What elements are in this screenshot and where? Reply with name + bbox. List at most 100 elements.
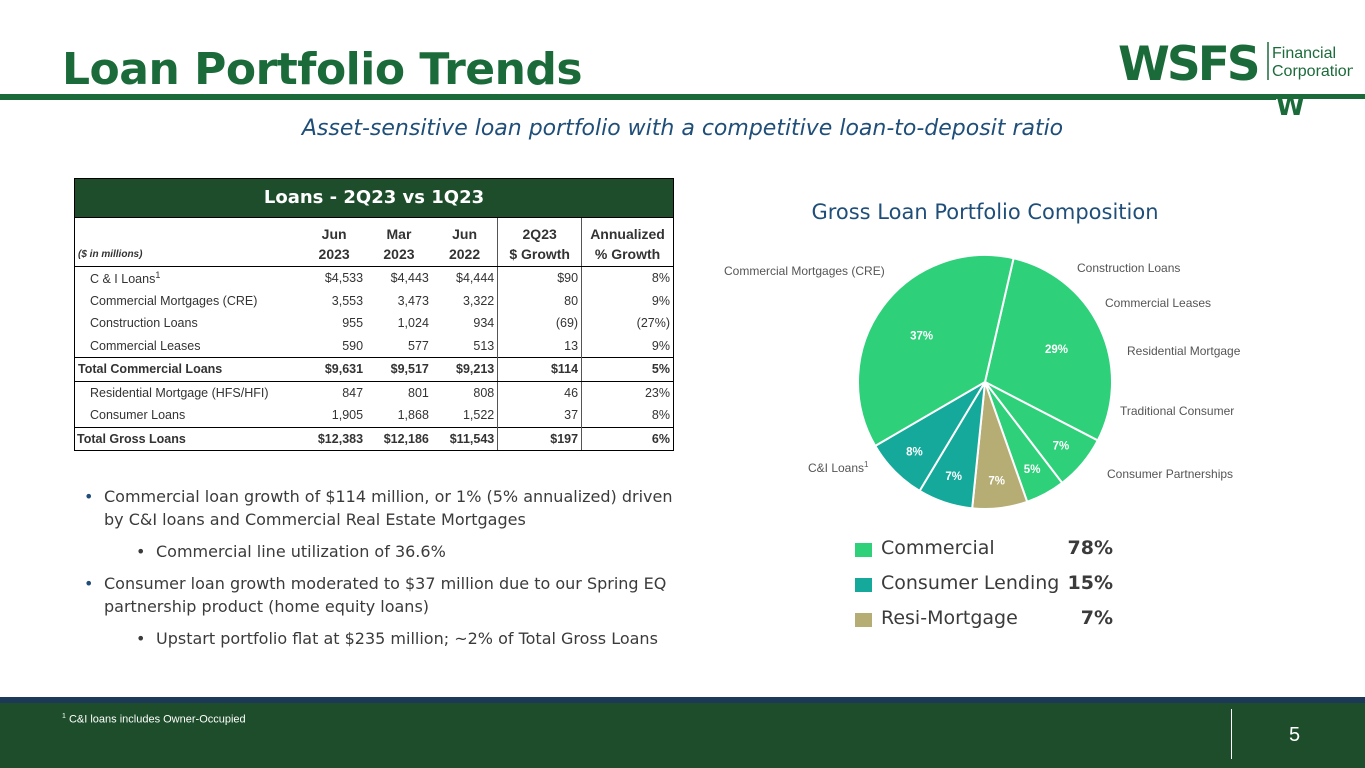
- legend-pct: 7%: [1080, 607, 1113, 629]
- bullet-item: • Upstart portfolio flat at $235 million;…: [136, 629, 658, 648]
- row-footnote-marker: 1: [155, 270, 161, 281]
- table-cell: 590: [342, 338, 364, 353]
- table-cell: 1,905: [331, 408, 364, 423]
- pie-category-text: Traditional Consumer: [1120, 404, 1235, 418]
- legend-pct: 78%: [1067, 537, 1113, 559]
- col-head-bottom: 2023: [302, 242, 367, 267]
- table-header-row-top: Jun Mar Jun 2Q23 Annualized: [75, 218, 674, 242]
- table-cell: $114: [497, 357, 582, 382]
- table-cell: 80: [497, 289, 582, 312]
- table-title: Loans - 2Q23 vs 1Q23: [74, 178, 674, 218]
- table-cell: 3,473: [397, 293, 429, 308]
- table-cell: 955: [342, 316, 364, 331]
- legend-item: Resi-Mortgage 7%: [855, 607, 1113, 642]
- row-label: Commercial Mortgages (CRE): [75, 290, 303, 313]
- row-label: Construction Loans: [75, 312, 303, 335]
- pie-data-label: 8%: [906, 447, 923, 459]
- table-cell: $4,443: [390, 271, 429, 286]
- legend-item: Commercial 78%: [855, 537, 1113, 572]
- table-cell: 8%: [581, 266, 674, 290]
- table-cell: $9,631: [302, 357, 367, 382]
- row-label-text: Construction Loans: [90, 316, 198, 331]
- chart-title: Gross Loan Portfolio Composition: [811, 200, 1159, 224]
- table-cell: $4,444: [456, 271, 495, 286]
- table-row: Residential Mortgage (HFS/HFI) 847 801 808 4…: [75, 381, 674, 404]
- legend-item: Consumer Lending 15%: [855, 572, 1113, 607]
- table-cell: 5%: [581, 357, 674, 382]
- bullet-text: Commercial line utilization of 36.6%: [156, 542, 446, 561]
- col-head-bottom: % Growth: [581, 242, 674, 267]
- col-head-bottom: 2022: [431, 242, 498, 267]
- row-label: C & I Loans1: [75, 267, 303, 290]
- pie-category-text: Commercial Mortgages (CRE): [724, 264, 885, 278]
- pie-category-text: Consumer Partnerships: [1107, 467, 1234, 481]
- table-cell: $90: [497, 266, 582, 290]
- col-head-top: 2Q23: [497, 218, 582, 242]
- table-row: Commercial Leases 590 577 513 13 9%: [75, 334, 674, 358]
- title-rule-thin: [0, 99, 1276, 100]
- loans-table-grid: Jun Mar Jun 2Q23 Annualized ($ in millio…: [74, 218, 674, 451]
- table-row: Total Commercial Loans $9,631 $9,517 $9,213…: [74, 357, 674, 382]
- table-cell: (69): [497, 312, 582, 335]
- logo-text: WSFS: [1118, 40, 1258, 92]
- pie-category-text: Commercial Leases: [1105, 296, 1212, 310]
- page-title: Loan Portfolio Trends: [62, 44, 583, 95]
- pie-category-text: Residential Mortgage: [1127, 344, 1241, 358]
- table-row: Total Gross Loans $12,383 $12,186 $11,543 $1…: [74, 426, 674, 451]
- pie-slice: [857, 254, 1015, 448]
- table-cell: 1,868: [397, 408, 429, 423]
- table-cell: 9%: [581, 289, 674, 312]
- pie-slice: [983, 257, 1113, 442]
- table-row: Consumer Loans 1,905 1,868 1,522 37 8%: [75, 404, 674, 427]
- legend-swatch: [855, 543, 872, 557]
- pie-label-footnote-marker: 1: [864, 460, 869, 469]
- page-number: 5: [1289, 724, 1301, 746]
- col-head-top: Annualized: [581, 218, 674, 242]
- table-row: Commercial Mortgages (CRE) 3,553 3,473 3,32…: [75, 289, 674, 313]
- row-label-text: Consumer Loans: [90, 408, 186, 423]
- row-label-text: Residential Mortgage (HFS/HFI): [90, 385, 269, 400]
- bullet-text: Consumer loan growth moderated to $37 mi…: [104, 574, 667, 616]
- table-row: Construction Loans 955 1,024 934 (69) (27%): [75, 312, 674, 335]
- bullet-text: Commercial loan growth of $114 million, …: [104, 487, 673, 529]
- row-label-text: Commercial Mortgages (CRE): [90, 293, 258, 308]
- table-cell: $9,517: [366, 357, 432, 382]
- chart-legend: Commercial 78% Consumer Lending 15% Resi…: [855, 537, 1113, 642]
- col-head-top: Mar: [386, 226, 412, 242]
- bullet-list: • Commercial loan growth of $114 million,…: [84, 485, 684, 659]
- legend-name: Resi-Mortgage: [881, 607, 1018, 629]
- pie-data-label: 29%: [1045, 344, 1068, 356]
- bullet-item: • Commercial loan growth of $114 million,…: [84, 487, 673, 529]
- row-label: Residential Mortgage (HFS/HFI): [75, 381, 303, 404]
- bullet-item: • Consumer loan growth moderated to $37 m…: [84, 574, 667, 616]
- pie-data-label: 7%: [1053, 441, 1070, 453]
- bullet-item: • Commercial line utilization of 36.6%: [136, 542, 446, 561]
- col-head-top: Jun: [321, 226, 347, 242]
- table-cell: 3,322: [462, 293, 495, 308]
- table-cell: 3,553: [331, 293, 364, 308]
- table-cell: 8%: [581, 404, 674, 427]
- row-label-text: Total Gross Loans: [77, 431, 186, 446]
- row-label-text: Commercial Leases: [90, 338, 201, 353]
- pie-category-label: Construction Loans: [1077, 261, 1180, 275]
- table-cell: 1,024: [397, 316, 429, 331]
- pie-data-label: 37%: [910, 330, 933, 342]
- footnote-marker: 1: [62, 713, 66, 720]
- col-head-bottom: 2023: [366, 242, 432, 267]
- pie-category-label: Traditional Consumer: [1120, 404, 1234, 418]
- pie-category-label: Consumer Partnerships: [1107, 467, 1233, 481]
- table-cell: 513: [473, 338, 495, 353]
- footnote-text: C&I loans includes Owner-Occupied: [68, 713, 246, 726]
- table-cell: $12,383: [302, 426, 367, 451]
- table-cell: $197: [497, 426, 582, 451]
- legend-swatch: [855, 613, 872, 627]
- table-cell: $4,533: [324, 271, 364, 286]
- table-cell: 577: [408, 338, 429, 353]
- table-cell: 37: [497, 404, 582, 427]
- table-cell: 847: [342, 385, 364, 400]
- col-head-top: Jun: [452, 226, 477, 242]
- pie-category-label: Commercial Leases: [1105, 296, 1211, 310]
- table-cell: 801: [408, 385, 429, 400]
- pie-category-label: C&I Loans1: [808, 460, 869, 475]
- row-label: Total Commercial Loans: [74, 357, 303, 382]
